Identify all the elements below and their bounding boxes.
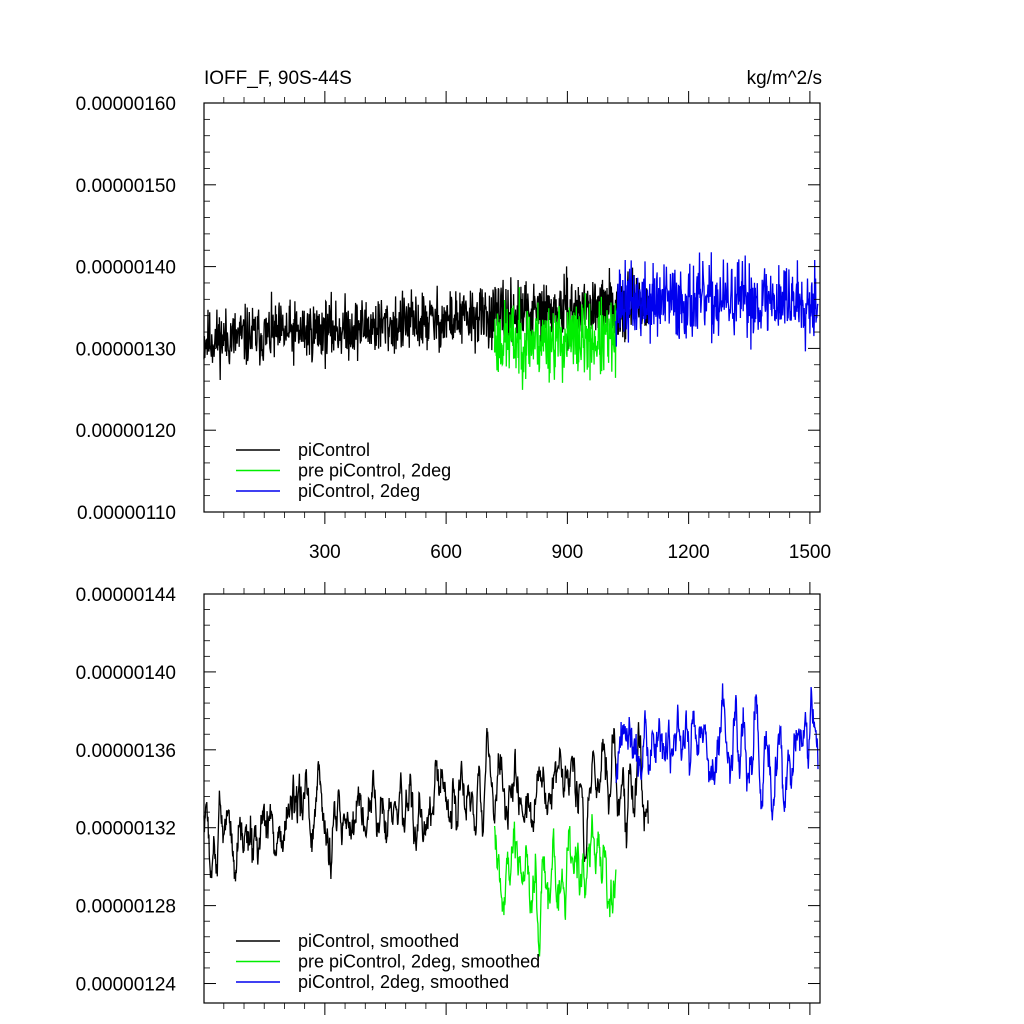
bottom-series-line-0 <box>203 722 649 882</box>
top-title-right: kg/m^2/s <box>747 68 822 89</box>
bottom-legend-label-0: piControl, smoothed <box>298 931 459 951</box>
top-xtick-label-3: 1200 <box>667 542 709 563</box>
top-ytick-label-5: 0.00000160 <box>76 94 176 115</box>
bottom-ytick-label-2: 0.00000132 <box>76 819 176 840</box>
top-plot-frame <box>203 102 821 513</box>
bottom-ytick-label-0: 0.00000124 <box>76 975 177 996</box>
top-legend-label-1: pre piControl, 2deg <box>298 461 451 481</box>
top-title-left: IOFF_F, 90S-44S <box>204 68 352 89</box>
top-ytick-label-0: 0.00000110 <box>77 503 176 524</box>
top-ytick-label-1: 0.00000120 <box>76 421 176 442</box>
bottom-ytick-label-4: 0.00000140 <box>76 663 176 684</box>
bottom-legend-label-2: piControl, 2deg, smoothed <box>298 972 509 992</box>
bottom-series-line-2 <box>615 683 819 821</box>
bottom-legend-label-1: pre piControl, 2deg, smoothed <box>298 952 540 972</box>
top-xtick-label-1: 600 <box>430 542 462 563</box>
bottom-panel: 0.00000124 0.00000128 0.00000132 0.00000136… <box>76 582 821 1015</box>
top-xtick-label-0: 300 <box>309 542 341 563</box>
top-series-line-0 <box>203 266 649 381</box>
bottom-ytick-label-5: 0.00000144 <box>76 585 177 606</box>
bottom-ytick-label-3: 0.00000136 <box>76 741 176 762</box>
top-ytick-label-2: 0.00000130 <box>76 339 176 360</box>
top-panel: IOFF_F, 90S-44S kg/m^2/s 0.00000110 0.000… <box>76 68 831 563</box>
top-xtick-label-4: 1500 <box>789 542 831 563</box>
top-series-line-2 <box>615 252 819 352</box>
top-series-line-1 <box>493 287 617 390</box>
top-legend-label-2: piControl, 2deg <box>298 481 420 501</box>
top-ytick-label-3: 0.00000140 <box>76 258 176 279</box>
top-legend-label-0: piControl <box>298 440 370 460</box>
bottom-series-line-1 <box>493 814 617 957</box>
bottom-plot-frame <box>203 593 821 1004</box>
top-ytick-label-4: 0.00000150 <box>76 176 176 197</box>
top-xtick-label-2: 900 <box>552 542 584 563</box>
bottom-ytick-label-1: 0.00000128 <box>76 897 176 918</box>
